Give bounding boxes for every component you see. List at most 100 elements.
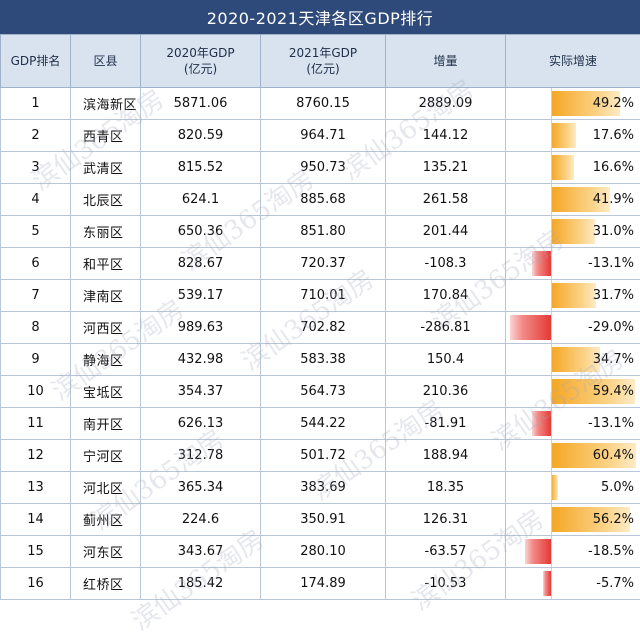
gdp2021-cell: 964.71 xyxy=(261,120,386,152)
increase-cell: -108.3 xyxy=(386,248,506,280)
growth-zero-line xyxy=(551,536,552,567)
gdp2020-cell: 624.1 xyxy=(141,184,261,216)
gdp2020-cell: 5871.06 xyxy=(141,88,261,120)
growth-zero-line xyxy=(551,312,552,343)
growth-zero-line xyxy=(551,184,552,215)
rank-cell: 8 xyxy=(1,312,71,344)
growth-zero-line xyxy=(551,248,552,279)
rank-cell: 3 xyxy=(1,152,71,184)
growth-bar xyxy=(551,219,595,244)
gdp2020-cell: 815.52 xyxy=(141,152,261,184)
increase-cell: -286.81 xyxy=(386,312,506,344)
growth-bar xyxy=(532,251,550,276)
gdp2021-cell: 501.72 xyxy=(261,440,386,472)
growth-cell: 31.7% xyxy=(506,280,640,312)
growth-label: 5.0% xyxy=(601,472,634,503)
gdp2021-cell: 950.73 xyxy=(261,152,386,184)
growth-zero-line xyxy=(551,152,552,183)
growth-bar xyxy=(532,411,550,436)
growth-cell: 5.0% xyxy=(506,472,640,504)
growth-zero-line xyxy=(551,120,552,151)
district-cell: 河西区 xyxy=(71,312,141,344)
gdp2020-cell: 365.34 xyxy=(141,472,261,504)
district-cell: 西青区 xyxy=(71,120,141,152)
growth-cell: 56.2% xyxy=(506,504,640,536)
increase-cell: -81.91 xyxy=(386,408,506,440)
growth-bar xyxy=(551,475,558,500)
rank-cell: 1 xyxy=(1,88,71,120)
growth-bar xyxy=(551,283,596,308)
growth-zero-line xyxy=(551,216,552,247)
district-cell: 静海区 xyxy=(71,344,141,376)
growth-zero-line xyxy=(551,376,552,407)
gdp2021-cell: 885.68 xyxy=(261,184,386,216)
gdp2021-cell: 702.82 xyxy=(261,312,386,344)
growth-label: 49.2% xyxy=(593,88,634,119)
chart-title: 2020-2021天津各区GDP排行 xyxy=(0,0,640,34)
rank-cell: 6 xyxy=(1,248,71,280)
gdp2021-cell: 583.38 xyxy=(261,344,386,376)
district-cell: 武清区 xyxy=(71,152,141,184)
growth-label: -13.1% xyxy=(588,408,634,439)
header-row: GDP排名 区县 2020年GDP (亿元) 2021年GDP (亿元) 增量 … xyxy=(1,35,640,88)
growth-cell: -18.5% xyxy=(506,536,640,568)
gdp2020-cell: 432.98 xyxy=(141,344,261,376)
rank-cell: 4 xyxy=(1,184,71,216)
gdp2021-cell: 8760.15 xyxy=(261,88,386,120)
increase-cell: 261.58 xyxy=(386,184,506,216)
growth-label: 59.4% xyxy=(593,376,634,407)
increase-cell: 170.84 xyxy=(386,280,506,312)
district-cell: 河北区 xyxy=(71,472,141,504)
gdp2020-cell: 224.6 xyxy=(141,504,261,536)
gdp2020-cell: 989.63 xyxy=(141,312,261,344)
district-cell: 和平区 xyxy=(71,248,141,280)
district-cell: 津南区 xyxy=(71,280,141,312)
increase-cell: 144.12 xyxy=(386,120,506,152)
growth-bar xyxy=(551,155,574,180)
gdp2020-cell: 312.78 xyxy=(141,440,261,472)
gdp2021-cell: 564.73 xyxy=(261,376,386,408)
growth-zero-line xyxy=(551,440,552,471)
increase-cell: 150.4 xyxy=(386,344,506,376)
growth-zero-line xyxy=(551,280,552,311)
growth-cell: -29.0% xyxy=(506,312,640,344)
gdp2020-cell: 820.59 xyxy=(141,120,261,152)
growth-label: -13.1% xyxy=(588,248,634,279)
header-rank: GDP排名 xyxy=(1,35,71,88)
growth-label: 34.7% xyxy=(593,344,634,375)
growth-cell: -13.1% xyxy=(506,248,640,280)
header-increase: 增量 xyxy=(386,35,506,88)
gdp2021-cell: 544.22 xyxy=(261,408,386,440)
rank-cell: 5 xyxy=(1,216,71,248)
growth-zero-line xyxy=(551,408,552,439)
growth-zero-line xyxy=(551,472,552,503)
growth-cell: 31.0% xyxy=(506,216,640,248)
gdp2020-cell: 539.17 xyxy=(141,280,261,312)
rank-cell: 7 xyxy=(1,280,71,312)
district-cell: 滨海新区 xyxy=(71,88,141,120)
header-gdp2021: 2021年GDP (亿元) xyxy=(261,35,386,88)
district-cell: 东丽区 xyxy=(71,216,141,248)
header-growth: 实际增速 xyxy=(506,35,640,88)
gdp2020-cell: 650.36 xyxy=(141,216,261,248)
growth-cell: 34.7% xyxy=(506,344,640,376)
gdp2021-cell: 350.91 xyxy=(261,504,386,536)
rank-cell: 9 xyxy=(1,344,71,376)
growth-label: 60.4% xyxy=(593,440,634,471)
growth-label: -29.0% xyxy=(588,312,634,343)
growth-bar xyxy=(510,315,551,340)
growth-cell: 49.2% xyxy=(506,88,640,120)
growth-zero-line xyxy=(551,504,552,535)
